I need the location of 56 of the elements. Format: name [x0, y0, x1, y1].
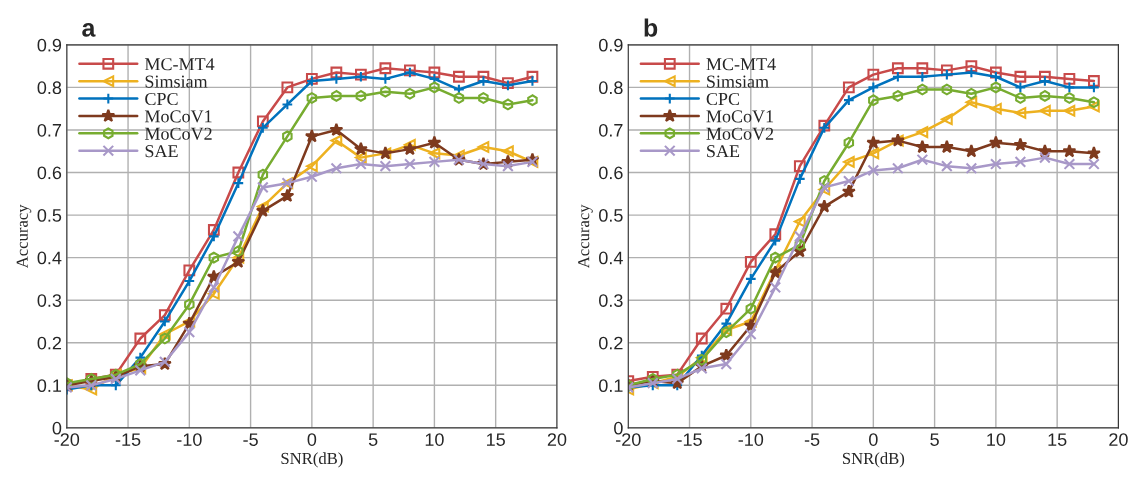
y-tick-label: 0.7 [37, 123, 62, 137]
x-tick-label: 15 [1048, 433, 1067, 446]
legend-label: CPC [145, 92, 178, 106]
chart-title: a [82, 23, 96, 37]
x-tick-label: -15 [115, 433, 141, 446]
x-tick-label: 0 [869, 433, 878, 446]
y-tick-label: 0.2 [599, 336, 623, 350]
legend-label: CPC [706, 92, 740, 106]
x-tick-label: 20 [547, 433, 567, 446]
x-tick-label: -20 [54, 433, 80, 446]
x-tick-label: 0 [307, 433, 317, 446]
y-tick-label: 0.1 [599, 379, 623, 393]
y-tick-label: 0.8 [37, 81, 62, 95]
y-tick-label: 0.5 [37, 209, 62, 222]
legend-label: SAE [707, 145, 740, 158]
y-tick-label: 0.9 [37, 38, 62, 52]
y-tick-label: 0.1 [37, 379, 62, 393]
y-axis-title: Accuracy [16, 204, 32, 269]
legend-label: Simsiam [707, 75, 769, 88]
y-tick-label: 0.4 [37, 251, 62, 265]
legend-label: MoCoV1 [144, 110, 212, 123]
legend-label: SAE [145, 145, 178, 158]
x-tick-label: -5 [243, 433, 258, 446]
y-tick-label: 0.5 [599, 209, 623, 222]
y-tick-label: 0.2 [37, 336, 62, 350]
x-axis-title: SNR(dB) [281, 452, 343, 468]
x-axis-title: SNR(dB) [842, 452, 905, 468]
y-tick-label: 0.7 [599, 123, 623, 137]
legend-label: Simsiam [145, 75, 208, 88]
x-tick-label: 5 [368, 433, 378, 446]
y-tick-label: 0.6 [599, 166, 623, 180]
x-tick-label: 5 [930, 433, 939, 446]
legend-label: MoCoV2 [144, 127, 212, 140]
y-tick-label: 0.8 [599, 81, 623, 95]
legend-label: MC-MT4 [706, 58, 776, 71]
y-tick-label: 0.4 [599, 251, 623, 265]
y-tick-label: 0.3 [599, 294, 623, 307]
x-tick-label: 15 [487, 433, 505, 446]
x-tick-label: -10 [177, 433, 202, 446]
y-tick-label: 0 [52, 421, 62, 435]
y-axis-title: Accuracy [578, 204, 593, 269]
y-tick-label: 0 [614, 421, 623, 435]
legend-label: MC-MT4 [144, 58, 215, 71]
legend-label: MoCoV1 [706, 110, 774, 123]
x-tick-label: -20 [616, 433, 641, 446]
y-tick-label: 0.3 [37, 294, 62, 307]
x-tick-label: 10 [987, 433, 1006, 446]
chart-title: b [644, 18, 658, 37]
x-tick-label: -15 [677, 433, 702, 446]
x-tick-label: 10 [425, 433, 444, 446]
x-tick-label: -5 [804, 433, 820, 446]
legend-label: MoCoV2 [706, 127, 774, 140]
x-tick-label: 20 [1109, 433, 1128, 446]
y-tick-label: 0.6 [37, 166, 62, 180]
x-tick-label: -10 [738, 433, 764, 446]
y-tick-label: 0.9 [599, 38, 623, 52]
